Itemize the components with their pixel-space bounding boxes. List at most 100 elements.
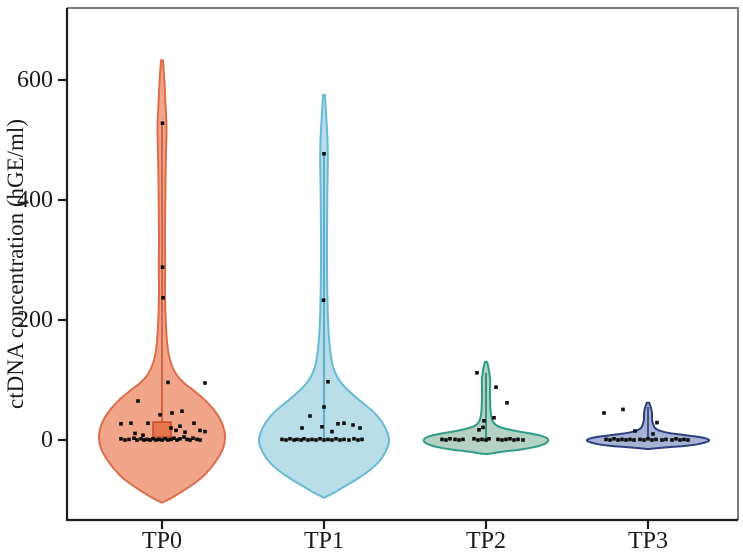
- data-point: [203, 429, 207, 434]
- data-point: [338, 438, 342, 442]
- data-point: [146, 421, 150, 425]
- data-point: [300, 426, 304, 430]
- data-point: [628, 437, 632, 442]
- data-point: [326, 380, 330, 384]
- data-point: [172, 436, 176, 440]
- data-point: [198, 428, 202, 433]
- y-axis-title: ctDNA concentration (hGE/ml): [3, 119, 28, 409]
- data-point: [616, 438, 620, 442]
- data-point: [158, 413, 162, 417]
- data-point: [132, 436, 136, 440]
- data-point: [521, 438, 525, 442]
- data-point: [492, 416, 496, 420]
- data-point: [185, 437, 189, 442]
- data-point: [142, 438, 146, 442]
- data-point: [308, 414, 312, 418]
- data-point: [638, 437, 642, 442]
- data-point: [326, 437, 330, 442]
- data-point: [342, 421, 346, 425]
- y-tick-label: 200: [17, 307, 53, 333]
- data-point: [203, 381, 207, 385]
- data-point: [295, 437, 299, 442]
- data-point: [195, 437, 199, 442]
- data-point: [163, 437, 167, 441]
- data-point: [351, 423, 355, 427]
- y-tick-label: 400: [17, 187, 53, 213]
- data-point: [358, 426, 362, 430]
- data-point: [494, 385, 498, 389]
- data-point: [330, 429, 334, 434]
- data-point: [299, 438, 303, 442]
- data-point: [686, 438, 690, 442]
- data-point: [154, 438, 158, 442]
- data-point: [664, 437, 668, 442]
- points-TP1: [280, 152, 364, 442]
- data-point: [183, 430, 187, 434]
- data-point: [360, 437, 364, 442]
- data-point: [170, 411, 174, 415]
- data-point: [127, 437, 131, 442]
- data-point: [161, 296, 165, 300]
- data-point: [160, 121, 165, 125]
- data-point: [620, 437, 624, 442]
- data-point: [322, 438, 326, 442]
- data-point: [477, 428, 481, 432]
- data-point: [157, 437, 161, 442]
- data-point: [621, 407, 625, 412]
- data-point: [646, 437, 650, 441]
- data-point: [334, 437, 338, 441]
- data-point: [169, 437, 173, 442]
- data-point: [457, 438, 461, 442]
- data-point: [516, 437, 520, 442]
- data-point: [322, 405, 326, 409]
- data-point: [472, 437, 476, 441]
- data-point: [180, 409, 184, 413]
- data-point: [682, 437, 686, 442]
- data-point: [356, 438, 360, 442]
- data-point: [670, 438, 674, 442]
- data-point: [280, 437, 284, 442]
- data-point: [178, 437, 182, 441]
- data-point: [475, 371, 479, 375]
- points-TP0: [119, 121, 207, 442]
- data-point: [139, 437, 143, 441]
- data-point: [310, 437, 314, 442]
- data-point: [650, 438, 654, 442]
- data-point: [604, 437, 608, 442]
- data-point: [119, 422, 123, 426]
- data-point: [123, 438, 127, 442]
- axis-lines: [65, 8, 738, 522]
- data-point: [448, 437, 452, 441]
- data-point: [148, 438, 152, 442]
- x-tick-label-TP2: TP2: [466, 528, 506, 554]
- data-point: [484, 438, 488, 442]
- data-point: [612, 437, 616, 441]
- data-point: [482, 419, 486, 423]
- data-point: [141, 433, 145, 437]
- data-point: [505, 401, 509, 405]
- data-point: [608, 438, 612, 442]
- data-point: [292, 438, 296, 442]
- y-tick-label: 0: [41, 427, 53, 453]
- data-point: [322, 152, 326, 156]
- data-point: [182, 435, 186, 439]
- data-point: [342, 437, 346, 442]
- data-point: [481, 425, 485, 430]
- plot-border-top-right: [67, 7, 739, 520]
- x-tick-label-TP3: TP3: [628, 528, 668, 554]
- data-point: [642, 438, 646, 442]
- data-point: [655, 420, 659, 425]
- data-point: [660, 438, 664, 442]
- data-point: [175, 438, 179, 442]
- data-point: [188, 438, 192, 442]
- data-point: [160, 265, 165, 269]
- data-point: [302, 437, 306, 441]
- data-point: [166, 438, 170, 442]
- data-point: [624, 438, 628, 442]
- data-point: [453, 437, 457, 442]
- x-tick-label-TP0: TP0: [142, 528, 182, 554]
- data-point: [480, 437, 484, 442]
